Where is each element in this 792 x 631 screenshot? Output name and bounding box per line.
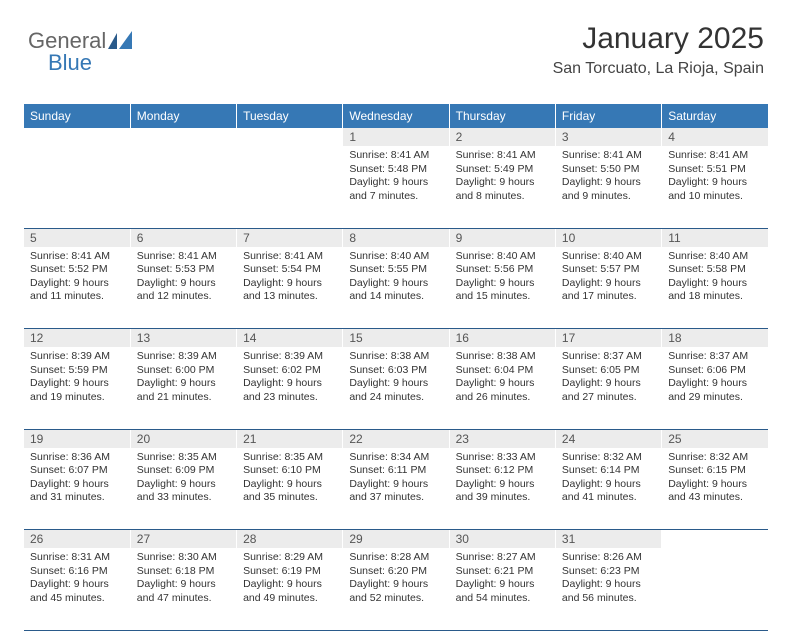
- day-number: 14: [237, 329, 343, 348]
- day-cell: Sunrise: 8:38 AMSunset: 6:04 PMDaylight:…: [449, 347, 555, 429]
- day-number: [237, 128, 343, 146]
- day-cell: Sunrise: 8:30 AMSunset: 6:18 PMDaylight:…: [130, 548, 236, 630]
- day-cell: Sunrise: 8:39 AMSunset: 6:00 PMDaylight:…: [130, 347, 236, 429]
- location-subtitle: San Torcuato, La Rioja, Spain: [553, 60, 764, 78]
- calendar-table: Sunday Monday Tuesday Wednesday Thursday…: [24, 104, 768, 631]
- day-cell: Sunrise: 8:35 AMSunset: 6:10 PMDaylight:…: [237, 448, 343, 530]
- day-number: 17: [555, 329, 661, 348]
- day-cell: [130, 146, 236, 228]
- day-number: 7: [237, 228, 343, 247]
- day-cell: Sunrise: 8:37 AMSunset: 6:06 PMDaylight:…: [662, 347, 768, 429]
- day-cell: Sunrise: 8:40 AMSunset: 5:57 PMDaylight:…: [555, 247, 661, 329]
- day-number: 1: [343, 128, 449, 146]
- day-number-row: 12131415161718: [24, 329, 768, 348]
- day-number: 6: [130, 228, 236, 247]
- day-number: 22: [343, 429, 449, 448]
- day-number: 13: [130, 329, 236, 348]
- day-cell: Sunrise: 8:39 AMSunset: 5:59 PMDaylight:…: [24, 347, 130, 429]
- day-content-row: Sunrise: 8:31 AMSunset: 6:16 PMDaylight:…: [24, 548, 768, 630]
- month-title: January 2025: [553, 22, 764, 56]
- day-number: 10: [555, 228, 661, 247]
- day-cell: Sunrise: 8:32 AMSunset: 6:14 PMDaylight:…: [555, 448, 661, 530]
- day-number: 28: [237, 530, 343, 549]
- logo-text-2: Blue: [48, 50, 92, 76]
- day-cell: Sunrise: 8:37 AMSunset: 6:05 PMDaylight:…: [555, 347, 661, 429]
- day-content-row: Sunrise: 8:36 AMSunset: 6:07 PMDaylight:…: [24, 448, 768, 530]
- day-number: 15: [343, 329, 449, 348]
- day-number-row: 19202122232425: [24, 429, 768, 448]
- day-cell: Sunrise: 8:40 AMSunset: 5:55 PMDaylight:…: [343, 247, 449, 329]
- day-cell: Sunrise: 8:41 AMSunset: 5:50 PMDaylight:…: [555, 146, 661, 228]
- day-number: 25: [662, 429, 768, 448]
- day-number: [24, 128, 130, 146]
- day-number: 4: [662, 128, 768, 146]
- day-number: 5: [24, 228, 130, 247]
- day-cell: Sunrise: 8:36 AMSunset: 6:07 PMDaylight:…: [24, 448, 130, 530]
- day-cell: Sunrise: 8:27 AMSunset: 6:21 PMDaylight:…: [449, 548, 555, 630]
- day-number: 27: [130, 530, 236, 549]
- day-cell: Sunrise: 8:39 AMSunset: 6:02 PMDaylight:…: [237, 347, 343, 429]
- logo-sail-icon: [108, 29, 134, 47]
- day-number: 2: [449, 128, 555, 146]
- day-cell: Sunrise: 8:40 AMSunset: 5:58 PMDaylight:…: [662, 247, 768, 329]
- day-number: 20: [130, 429, 236, 448]
- day-cell: Sunrise: 8:41 AMSunset: 5:51 PMDaylight:…: [662, 146, 768, 228]
- day-number: 8: [343, 228, 449, 247]
- col-header: Sunday: [24, 104, 130, 128]
- day-number: 23: [449, 429, 555, 448]
- day-content-row: Sunrise: 8:41 AMSunset: 5:48 PMDaylight:…: [24, 146, 768, 228]
- day-content-row: Sunrise: 8:39 AMSunset: 5:59 PMDaylight:…: [24, 347, 768, 429]
- day-cell: Sunrise: 8:41 AMSunset: 5:52 PMDaylight:…: [24, 247, 130, 329]
- day-cell: [24, 146, 130, 228]
- day-cell: Sunrise: 8:26 AMSunset: 6:23 PMDaylight:…: [555, 548, 661, 630]
- day-header-row: Sunday Monday Tuesday Wednesday Thursday…: [24, 104, 768, 128]
- day-number: 9: [449, 228, 555, 247]
- day-number-row: 567891011: [24, 228, 768, 247]
- page-header: January 2025 San Torcuato, La Rioja, Spa…: [553, 22, 764, 78]
- col-header: Monday: [130, 104, 236, 128]
- day-number: 29: [343, 530, 449, 549]
- day-number: 30: [449, 530, 555, 549]
- day-number: 26: [24, 530, 130, 549]
- day-number: 18: [662, 329, 768, 348]
- day-cell: Sunrise: 8:31 AMSunset: 6:16 PMDaylight:…: [24, 548, 130, 630]
- day-cell: Sunrise: 8:41 AMSunset: 5:54 PMDaylight:…: [237, 247, 343, 329]
- day-number: 19: [24, 429, 130, 448]
- day-cell: [662, 548, 768, 630]
- day-cell: Sunrise: 8:41 AMSunset: 5:49 PMDaylight:…: [449, 146, 555, 228]
- day-cell: Sunrise: 8:41 AMSunset: 5:48 PMDaylight:…: [343, 146, 449, 228]
- day-cell: [237, 146, 343, 228]
- day-number: 21: [237, 429, 343, 448]
- day-number: 24: [555, 429, 661, 448]
- day-cell: Sunrise: 8:28 AMSunset: 6:20 PMDaylight:…: [343, 548, 449, 630]
- day-cell: Sunrise: 8:33 AMSunset: 6:12 PMDaylight:…: [449, 448, 555, 530]
- day-cell: Sunrise: 8:41 AMSunset: 5:53 PMDaylight:…: [130, 247, 236, 329]
- day-number: 16: [449, 329, 555, 348]
- day-cell: Sunrise: 8:32 AMSunset: 6:15 PMDaylight:…: [662, 448, 768, 530]
- day-cell: Sunrise: 8:29 AMSunset: 6:19 PMDaylight:…: [237, 548, 343, 630]
- day-number: 31: [555, 530, 661, 549]
- day-cell: Sunrise: 8:34 AMSunset: 6:11 PMDaylight:…: [343, 448, 449, 530]
- day-number-row: 1234: [24, 128, 768, 146]
- col-header: Thursday: [449, 104, 555, 128]
- day-number: 12: [24, 329, 130, 348]
- col-header: Friday: [555, 104, 661, 128]
- day-number: [130, 128, 236, 146]
- col-header: Tuesday: [237, 104, 343, 128]
- day-number: [662, 530, 768, 549]
- col-header: Saturday: [662, 104, 768, 128]
- day-cell: Sunrise: 8:38 AMSunset: 6:03 PMDaylight:…: [343, 347, 449, 429]
- day-number: 3: [555, 128, 661, 146]
- day-content-row: Sunrise: 8:41 AMSunset: 5:52 PMDaylight:…: [24, 247, 768, 329]
- day-number: 11: [662, 228, 768, 247]
- day-cell: Sunrise: 8:35 AMSunset: 6:09 PMDaylight:…: [130, 448, 236, 530]
- day-number-row: 262728293031: [24, 530, 768, 549]
- col-header: Wednesday: [343, 104, 449, 128]
- day-cell: Sunrise: 8:40 AMSunset: 5:56 PMDaylight:…: [449, 247, 555, 329]
